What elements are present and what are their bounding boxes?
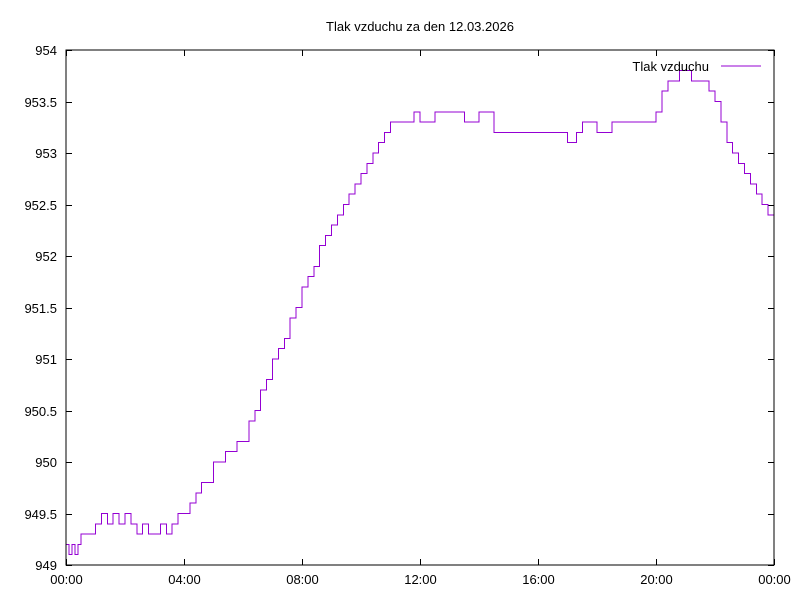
y-tick-label: 951.5 [24,301,57,316]
y-tick-label: 952 [35,249,57,264]
plot-frame [65,49,775,566]
x-tick-label: 16:00 [522,572,555,587]
y-tick-label: 950.5 [24,404,57,419]
legend-label: Tlak vzduchu [632,59,709,74]
legend: Tlak vzduchu [632,59,761,74]
y-tick-label: 949.5 [24,507,57,522]
x-tick-label: 04:00 [168,572,201,587]
y-tick-label: 952.5 [24,198,57,213]
y-tick-label: 953.5 [24,95,57,110]
x-tick-label: 00:00 [758,572,791,587]
y-tick-label: 951 [35,352,57,367]
x-tick-label: 20:00 [640,572,673,587]
series-line-tlak-vzduchu [66,70,775,556]
y-tick-label: 953 [35,146,57,161]
tick-layer: 949 949.5 950 950.5 951 951.5 952 952.5 953 953.5… [24,43,790,587]
y-tick-label: 950 [35,455,57,470]
x-tick-label: 12:00 [404,572,437,587]
y-tick-label: 949 [35,558,57,573]
y-tick-label: 954 [35,43,57,58]
x-tick-label: 00:00 [50,572,83,587]
chart-title: Tlak vzduchu za den 12.03.2026 [326,19,514,34]
x-tick-label: 08:00 [286,572,319,587]
